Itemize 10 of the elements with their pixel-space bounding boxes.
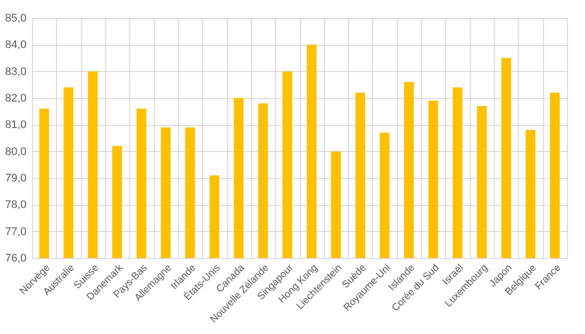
y-tick-label: 76,0 [5, 252, 26, 264]
y-tick-label: 85,0 [5, 12, 26, 24]
y-tick-label: 79,0 [5, 172, 26, 184]
y-tick-label: 83,0 [5, 66, 26, 78]
y-tick-label: 80,0 [5, 146, 26, 158]
y-tick-label: 84,0 [5, 39, 26, 52]
y-tick-label: 78,0 [5, 199, 26, 212]
y-tick-label: 77,0 [5, 226, 26, 238]
y-tick-label: 82,0 [5, 92, 26, 104]
y-tick-label: 81,0 [5, 119, 26, 132]
